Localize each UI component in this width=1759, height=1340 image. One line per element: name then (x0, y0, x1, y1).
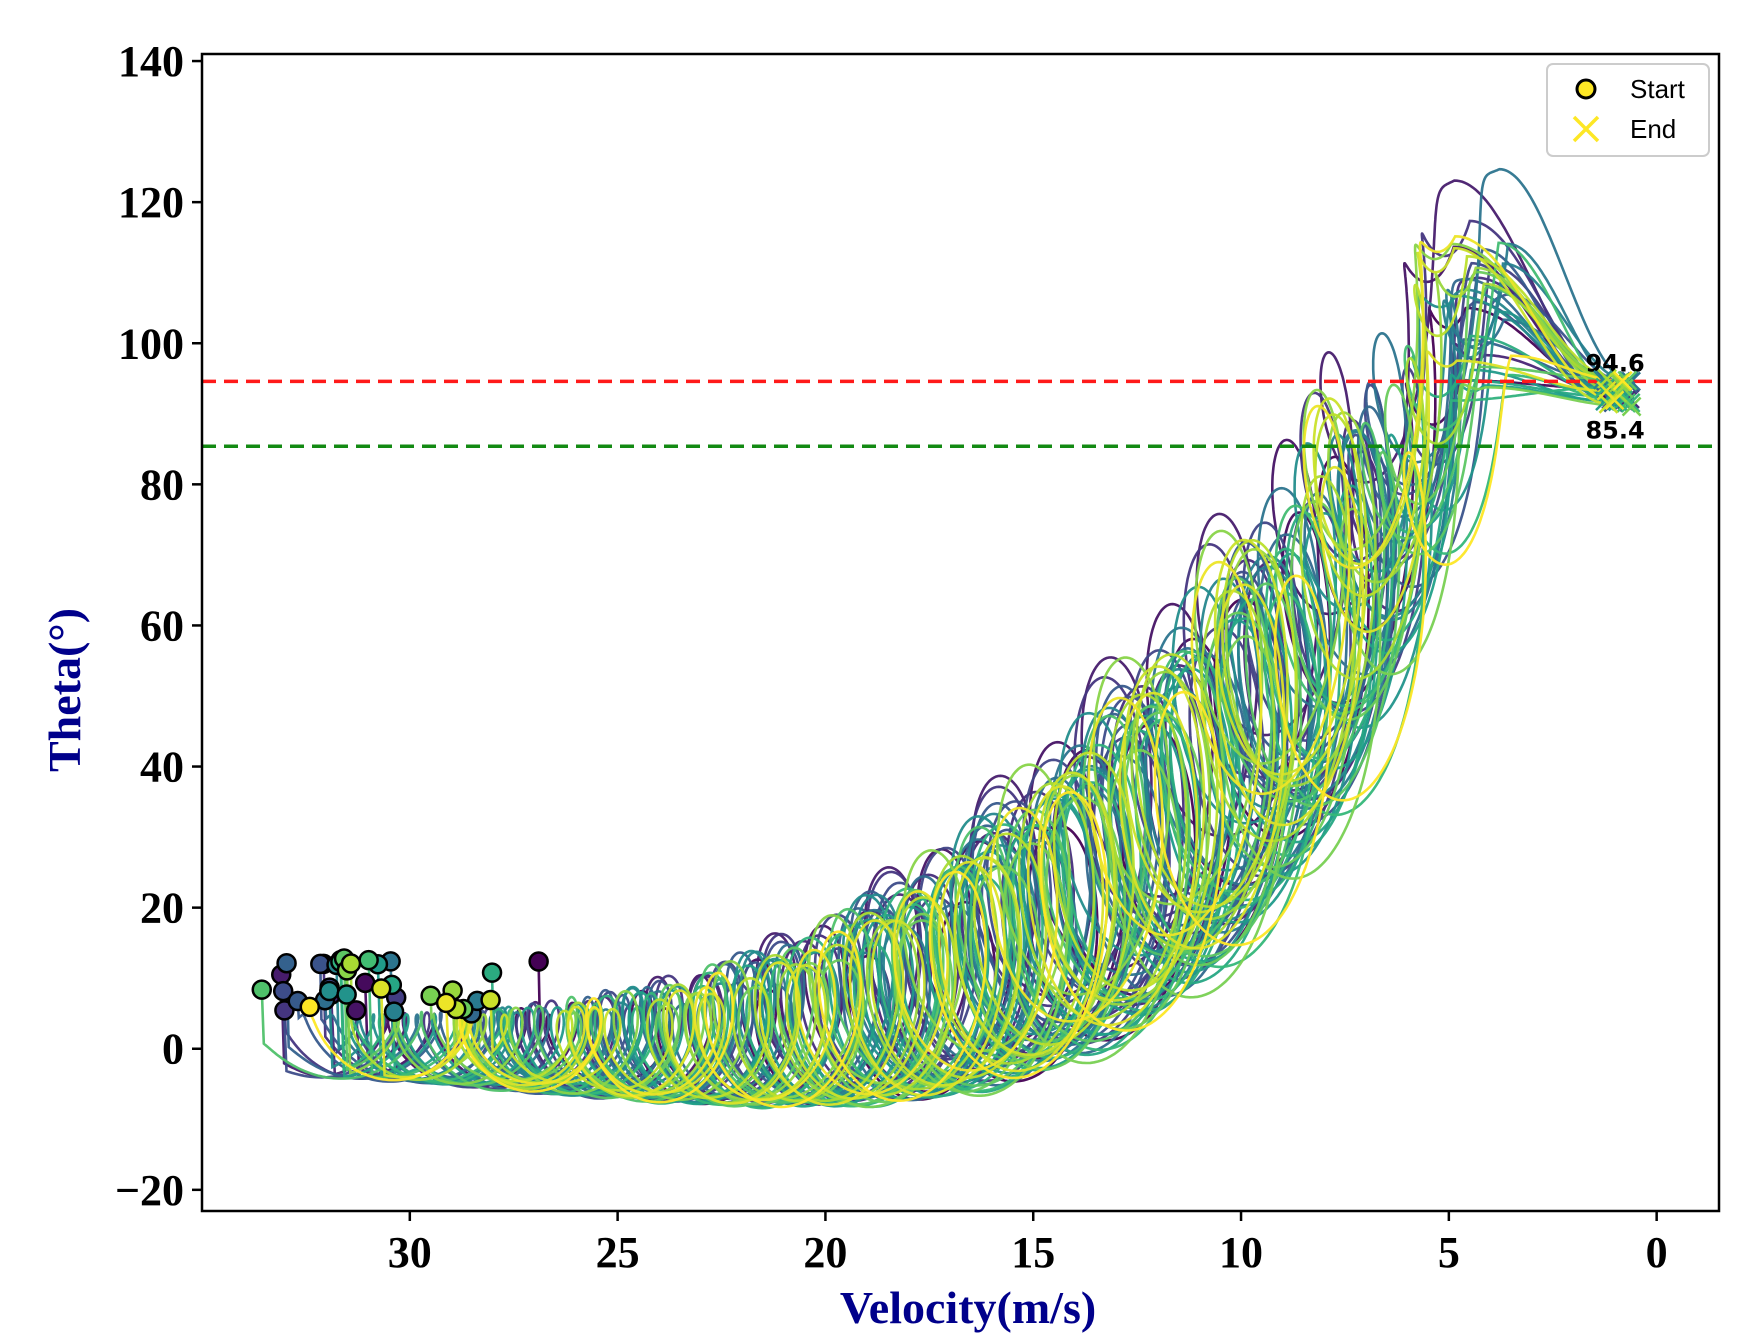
y-tick-label: 120 (118, 178, 184, 227)
y-tick-label: 0 (162, 1025, 184, 1074)
x-tick-label: 15 (1011, 1228, 1055, 1277)
y-tick-label: −20 (115, 1166, 184, 1215)
trajectory-line (308, 354, 1623, 1109)
end-marker (1620, 393, 1641, 413)
legend-end-marker (1572, 115, 1600, 143)
end-marker (1604, 390, 1625, 411)
legend-end-label: End (1630, 114, 1676, 144)
x-tick-label: 10 (1219, 1228, 1263, 1277)
trajectories (260, 167, 1632, 1110)
legend-start-label: Start (1630, 74, 1686, 104)
start-marker (345, 1000, 367, 1021)
start-marker (272, 980, 294, 1002)
trajectory-line (444, 234, 1615, 1102)
start-end-markers (251, 368, 1642, 1024)
start-marker (276, 952, 297, 974)
start-marker (340, 953, 362, 974)
legend-start-marker (1575, 78, 1597, 100)
start-marker (299, 996, 321, 1018)
end-marker (1612, 370, 1633, 391)
trajectory-line (345, 242, 1620, 1102)
start-marker (435, 992, 457, 1014)
reference-line-label: 85.4 (1585, 416, 1644, 444)
x-tick-label: 0 (1646, 1228, 1668, 1277)
trajectory-line (342, 365, 1628, 1108)
start-marker (358, 949, 379, 971)
y-axis-title: Theta(°) (39, 608, 90, 772)
y-tick-label: 80 (140, 460, 184, 509)
start-marker (480, 989, 501, 1011)
x-tick-label: 5 (1438, 1228, 1460, 1277)
legend: Start End (1546, 63, 1710, 157)
x-tick-label: 25 (596, 1228, 640, 1277)
axes: 30 25 20 15 10 5 0 140 120 100 80 60 40 20 0 −20 (115, 37, 1721, 1277)
x-tick-label: 20 (803, 1228, 847, 1277)
reference-lines: 94.685.4 (202, 349, 1719, 449)
y-tick-label: 60 (140, 601, 184, 650)
start-marker (370, 978, 392, 999)
y-tick-label: 140 (118, 37, 184, 86)
y-tick-label: 20 (140, 884, 184, 933)
start-marker (528, 951, 549, 972)
x-axis-title: Velocity(m/s) (840, 1282, 1096, 1333)
x-tick-label: 30 (388, 1228, 432, 1277)
start-marker (319, 980, 340, 1002)
y-tick-label: 40 (140, 743, 184, 792)
y-tick-label: 100 (118, 319, 184, 368)
start-marker (481, 962, 503, 983)
plot-frame (200, 52, 1721, 1213)
start-marker (383, 1001, 405, 1022)
start-marker (251, 979, 273, 1000)
start-marker (336, 984, 357, 1005)
trajectory-line (349, 282, 1608, 1105)
trajectory-line (379, 350, 1607, 1107)
